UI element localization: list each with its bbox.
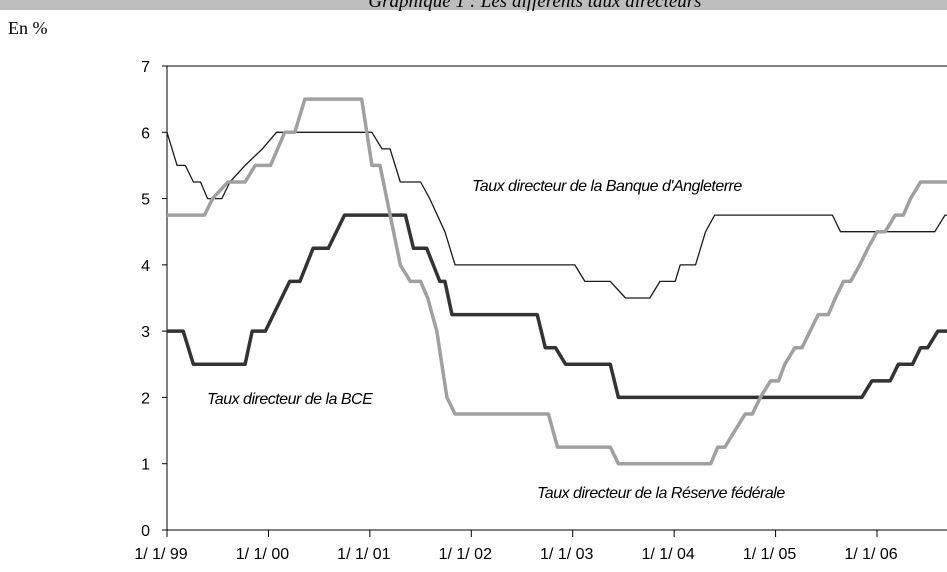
y-axis-label: En % [8,18,48,38]
y-tick-label: 5 [141,192,150,209]
series-label: Taux directeur de la Réserve fédérale [537,485,785,502]
y-tick-label: 7 [141,59,150,76]
x-tick-label: 1/ 1/ 00 [236,546,289,563]
x-tick-label: 1/ 1/ 04 [641,546,694,563]
y-tick-label: 4 [141,258,150,275]
series-label: Taux directeur de la BCE [207,391,373,408]
x-tick-label: 1/ 1/ 01 [337,546,390,563]
x-tick-label: 1/ 1/ 03 [540,546,593,563]
x-tick-label: 1/ 1/ 06 [844,546,897,563]
x-tick-label: 1/ 1/ 05 [743,546,796,563]
series-line [166,131,947,299]
y-tick-label: 2 [141,390,150,407]
x-tick-label: 1/ 1/ 02 [439,546,492,563]
series-line [167,97,947,466]
chart-title: Graphique 1 : Les différents taux direct… [368,0,701,12]
x-tick-label: 1/ 1/ 99 [134,546,187,563]
y-tick-label: 0 [141,523,150,540]
series-label: Taux directeur de la Banque d'Angleterre [472,178,742,195]
y-tick-label: 1 [141,457,150,474]
y-tick-label: 6 [141,125,150,142]
series-line [167,213,947,400]
plot-frame [166,65,947,531]
y-tick-label: 3 [141,324,150,341]
header-bar [0,0,947,10]
